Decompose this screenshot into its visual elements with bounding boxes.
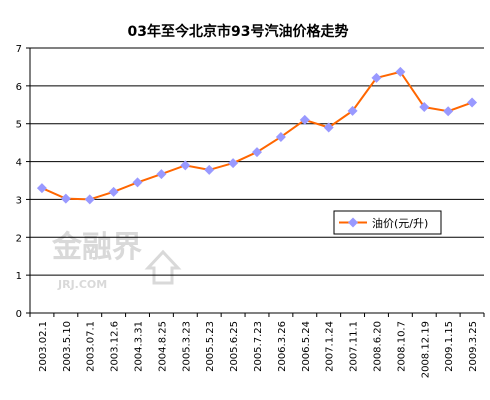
x-tick-label: 2004.8.25 bbox=[157, 321, 168, 372]
watermark-logo-text: 金融界 bbox=[51, 230, 142, 265]
y-tick-label: 6 bbox=[16, 82, 22, 93]
chart-title: 03年至今北京市93号汽油价格走势 bbox=[128, 23, 349, 40]
legend: 油价(元/升) bbox=[333, 210, 442, 235]
legend-box bbox=[333, 210, 442, 235]
data-point-marker bbox=[252, 147, 262, 158]
x-tick-label: 2003.07.1 bbox=[86, 321, 97, 372]
x-tick-label: 2008.6.20 bbox=[372, 321, 383, 372]
data-point-marker bbox=[60, 193, 71, 204]
data-point-marker bbox=[36, 183, 47, 194]
y-tick-label: 0 bbox=[16, 309, 22, 320]
x-tick-label: 2006.3.26 bbox=[277, 321, 288, 372]
data-point-marker bbox=[108, 186, 119, 197]
data-point-marker bbox=[467, 97, 478, 108]
data-point-marker bbox=[299, 114, 310, 125]
data-point-marker bbox=[323, 122, 334, 133]
y-tick-label: 1 bbox=[16, 271, 22, 282]
data-point-marker bbox=[228, 158, 239, 169]
watermark: 金融界 JRJ.COM bbox=[51, 230, 182, 291]
x-tick-label: 2008.10.7 bbox=[396, 321, 407, 372]
y-tick-label: 5 bbox=[16, 120, 22, 131]
data-point-marker bbox=[275, 131, 286, 142]
x-tick-label: 2009.3.25 bbox=[468, 321, 479, 372]
y-tick-label: 3 bbox=[16, 195, 22, 206]
data-point-marker bbox=[371, 72, 382, 83]
gridlines bbox=[30, 47, 484, 276]
data-point-marker bbox=[132, 177, 143, 188]
watermark-house-icon bbox=[144, 249, 182, 285]
x-tick-label: 2003.5.10 bbox=[62, 321, 73, 372]
series-line bbox=[41, 70, 473, 201]
x-tick-label: 2003.12.6 bbox=[110, 321, 121, 372]
legend-label: 油价(元/升) bbox=[372, 216, 428, 230]
legend-marker-swatch bbox=[348, 217, 358, 228]
axes: 0 1 2 3 4 5 6 7 2003.02.1 2003.5.10 2003.07.1 2003.… bbox=[16, 44, 485, 378]
x-tick-label: 2009.1.15 bbox=[444, 321, 455, 372]
x-tick-label: 2008.12.19 bbox=[420, 321, 431, 378]
y-tick-label: 2 bbox=[16, 233, 22, 244]
x-tick-label: 2007.1.24 bbox=[325, 321, 336, 372]
x-tick-label: 2005.6.25 bbox=[229, 321, 240, 372]
data-point-marker bbox=[395, 66, 406, 77]
data-point-marker bbox=[204, 164, 215, 175]
data-series bbox=[36, 66, 478, 205]
x-tick-label: 2004.3.31 bbox=[134, 321, 145, 372]
x-tick-label: 2005.5.23 bbox=[205, 321, 216, 372]
y-tick-label: 4 bbox=[16, 158, 22, 169]
data-point-marker bbox=[156, 169, 167, 180]
x-tick-label: 2005.7.23 bbox=[253, 321, 264, 372]
x-tick-label: 2007.11.1 bbox=[349, 321, 360, 372]
data-point-marker bbox=[180, 160, 191, 171]
x-tick-label: 2006.5.24 bbox=[301, 321, 312, 372]
data-point-marker bbox=[347, 105, 358, 116]
data-point-marker bbox=[84, 194, 95, 205]
x-tick-label: 2003.02.1 bbox=[38, 321, 49, 372]
x-tick-label: 2005.3.23 bbox=[181, 321, 192, 372]
data-point-marker bbox=[443, 106, 454, 117]
y-tick-label: 7 bbox=[16, 44, 22, 55]
data-point-marker bbox=[419, 102, 430, 113]
watermark-subtext: JRJ.COM bbox=[57, 278, 107, 291]
